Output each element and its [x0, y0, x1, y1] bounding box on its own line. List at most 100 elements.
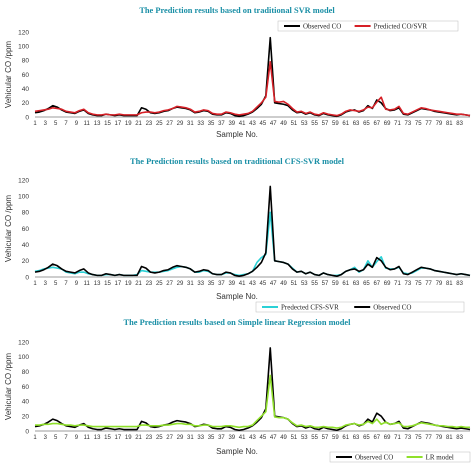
x-tick-label: 9 — [75, 121, 79, 127]
x-tick-label: 1 — [33, 281, 37, 287]
y-axis-label: Vehicular CO /ppm — [4, 41, 13, 108]
x-tick-label: 25 — [156, 435, 163, 441]
chart-title: The Prediction results based on traditio… — [139, 6, 335, 15]
x-tick-label: 49 — [280, 435, 287, 441]
x-tick-label: 17 — [115, 281, 122, 287]
x-tick-label: 45 — [260, 435, 267, 441]
x-tick-label: 73 — [405, 435, 412, 441]
x-tick-label: 65 — [363, 121, 370, 127]
x-tick-label: 69 — [384, 281, 391, 287]
x-tick-label: 25 — [156, 121, 163, 127]
x-tick-label: 11 — [84, 281, 91, 287]
y-tick-label: 60 — [22, 226, 30, 233]
x-tick-label: 49 — [280, 281, 287, 287]
x-tick-label: 83 — [456, 121, 463, 127]
x-tick-label: 37 — [218, 435, 225, 441]
x-tick-label: 69 — [384, 121, 391, 127]
x-tick-label: 5 — [54, 121, 58, 127]
chart-title: The Prediction results based on traditio… — [130, 157, 345, 166]
y-tick-label: 40 — [22, 242, 30, 249]
x-tick-label: 43 — [249, 121, 256, 127]
x-tick-label: 39 — [228, 281, 235, 287]
x-tick-label: 75 — [415, 435, 422, 441]
x-tick-label: 35 — [208, 281, 215, 287]
series-line-observed-co — [34, 36, 471, 118]
x-tick-label: 21 — [135, 435, 142, 441]
x-tick-label: 1 — [33, 435, 37, 441]
x-tick-label: 7 — [64, 121, 68, 127]
x-tick-label: 61 — [342, 121, 349, 127]
x-tick-label: 3 — [44, 281, 48, 287]
x-tick-label: 23 — [146, 121, 153, 127]
legend-label: Predicted CO/SVR — [374, 22, 428, 30]
chart-title: The Prediction results based on Simple l… — [124, 318, 352, 327]
x-tick-label: 63 — [353, 435, 360, 441]
x-tick-label: 25 — [156, 281, 163, 287]
series-line-lr-model — [35, 374, 470, 429]
x-tick-label: 13 — [94, 435, 101, 441]
x-tick-label: 55 — [311, 281, 318, 287]
x-tick-label: 29 — [177, 435, 184, 441]
x-tick-label: 5 — [54, 435, 58, 441]
x-axis-label: Sample No. — [216, 130, 258, 139]
x-tick-label: 3 — [44, 435, 48, 441]
x-tick-label: 3 — [44, 121, 48, 127]
legend-label: LR model — [426, 453, 454, 461]
series-line-observed-co — [34, 347, 471, 432]
legend-label: Observed CO — [355, 453, 393, 461]
legend-label: Observed CO — [373, 303, 411, 311]
legend-box — [329, 451, 471, 463]
x-tick-label: 43 — [249, 281, 256, 287]
x-tick-label: 39 — [228, 435, 235, 441]
x-tick-label: 13 — [94, 121, 101, 127]
x-tick-label: 79 — [436, 435, 443, 441]
x-tick-label: 65 — [363, 435, 370, 441]
x-tick-label: 23 — [146, 435, 153, 441]
legend: Predected CFS-SVR Observed CO — [255, 301, 465, 313]
x-tick-label: 19 — [125, 121, 132, 127]
x-tick-label: 81 — [446, 121, 453, 127]
y-tick-label: 0 — [25, 114, 29, 121]
x-tick-label: 55 — [311, 435, 318, 441]
x-tick-label: 77 — [425, 281, 432, 287]
x-tick-label: 31 — [187, 435, 194, 441]
x-tick-label: 21 — [135, 281, 142, 287]
y-tick-label: 40 — [22, 86, 30, 93]
x-tick-label: 11 — [84, 435, 91, 441]
x-tick-label: 45 — [260, 281, 267, 287]
y-tick-label: 100 — [18, 43, 29, 50]
x-tick-label: 63 — [353, 281, 360, 287]
x-tick-label: 61 — [342, 281, 349, 287]
x-tick-label: 5 — [54, 281, 58, 287]
x-tick-label: 75 — [415, 281, 422, 287]
x-tick-label: 9 — [75, 435, 79, 441]
y-tick-label: 80 — [22, 210, 30, 217]
x-tick-label: 29 — [177, 281, 184, 287]
y-tick-label: 100 — [18, 354, 29, 361]
x-tick-label: 23 — [146, 281, 153, 287]
x-tick-label: 65 — [363, 281, 370, 287]
x-tick-label: 33 — [197, 281, 204, 287]
x-tick-label: 71 — [394, 281, 401, 287]
y-tick-label: 120 — [18, 339, 29, 346]
x-tick-label: 53 — [301, 281, 308, 287]
x-tick-label: 37 — [218, 121, 225, 127]
x-tick-label: 15 — [104, 281, 111, 287]
x-tick-label: 47 — [270, 435, 277, 441]
x-tick-label: 75 — [415, 121, 422, 127]
x-tick-label: 57 — [322, 281, 329, 287]
x-tick-label: 67 — [373, 121, 380, 127]
x-tick-label: 47 — [270, 121, 277, 127]
x-tick-label: 49 — [280, 121, 287, 127]
x-tick-label: 81 — [446, 281, 453, 287]
x-tick-label: 35 — [208, 435, 215, 441]
x-tick-label: 9 — [75, 281, 79, 287]
x-tick-label: 11 — [84, 121, 91, 127]
legend-label: Predected CFS-SVR — [281, 303, 339, 311]
x-tick-label: 59 — [332, 281, 339, 287]
x-tick-label: 13 — [94, 281, 101, 287]
x-tick-label: 17 — [115, 121, 122, 127]
x-tick-label: 1 — [33, 121, 37, 127]
y-tick-label: 100 — [18, 193, 29, 200]
x-tick-label: 39 — [228, 121, 235, 127]
